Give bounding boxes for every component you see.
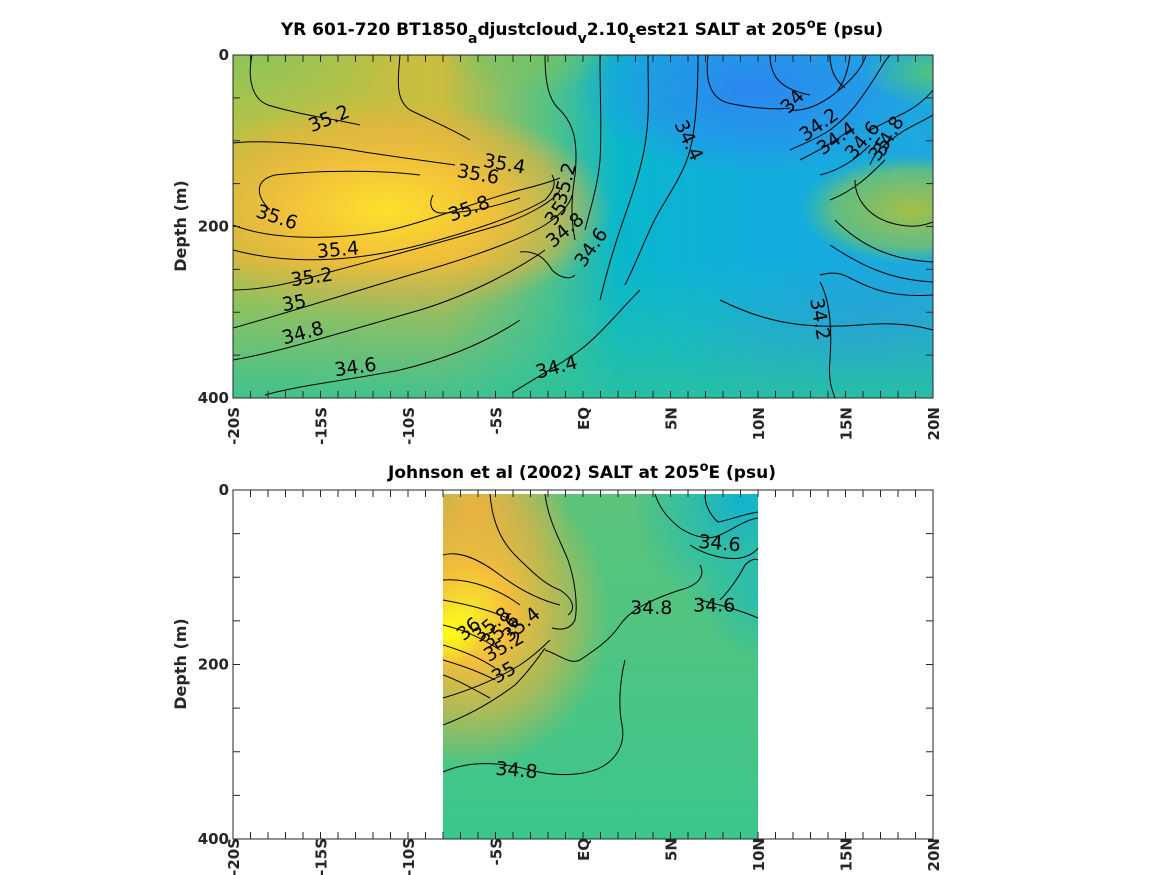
title-part: Johnson et al (2002) SALT at 205 [387,463,700,483]
bottom-title: Johnson et al (2002) SALT at 205oE (psu) [387,460,776,483]
x-tick-label: 5N [663,407,681,430]
contour-label: 34.6 [693,595,735,617]
y-tick-label: 200 [198,656,229,674]
y-tick-label: 0 [219,46,229,64]
title-part: djustcloud [477,20,577,40]
top-ticks: 0 200 400-20S -15S -10S -5S EQ 5N 10N 15N 20N [198,46,943,445]
x-tick-label: 15N [838,407,856,440]
top-ylabel: Depth (m) [171,180,190,272]
top-contour-lines [233,55,933,398]
contour-label: 34.8 [630,597,672,619]
bottom-ylabel: Depth (m) [171,618,190,710]
x-tick-label: 5N [663,838,681,861]
x-tick-label: 10N [750,407,768,440]
top-title: YR 601-720 BT1850adjustcloudv2.10test21 … [280,17,883,47]
title-part: v [578,31,587,47]
x-tick-label: -20S [225,407,243,445]
top-colormap [233,55,933,398]
y-tick-label: 400 [198,830,229,848]
contour-label: 34.6 [698,531,742,557]
x-tick-label: -20S [225,838,243,875]
x-tick-label: EQ [575,838,593,861]
y-tick-label: 200 [198,218,229,236]
title-part: YR 601-720 BT1850 [280,20,468,40]
title-part: o [807,17,816,32]
bottom-panel: Johnson et al (2002) SALT at 205oE (psu) [171,460,943,875]
y-tick-label: 400 [198,389,229,407]
title-part: E (psu) [816,20,883,40]
contour-label: 35.4 [316,237,360,263]
contour-label: 34.8 [495,758,539,784]
y-tick-label: 0 [219,481,229,499]
x-tick-label: -10S [400,838,418,875]
top-panel: YR 601-720 BT1850adjustcloudv2.10test21 … [171,17,943,445]
x-tick-label: EQ [575,407,593,430]
x-tick-label: -5S [488,838,506,865]
bottom-contour-lines [443,494,758,775]
x-tick-label: -5S [488,407,506,434]
x-tick-label: -15S [313,407,331,445]
title-part: o [700,460,709,475]
x-tick-label: 20N [925,407,943,440]
bottom-ticks: 0 200 400-20S -15S -10S -5S EQ 5N 10N 15N 20N [198,481,943,875]
x-tick-label: -15S [313,838,331,875]
x-tick-label: 20N [925,838,943,871]
x-tick-label: 15N [838,838,856,871]
contour-label: 35 [280,290,308,316]
bottom-colormap [443,494,758,839]
x-tick-label: -10S [400,407,418,445]
title-part: 2.10 [587,20,629,40]
title-part: a [468,31,477,47]
title-part: E (psu) [709,463,776,483]
title-part: t [629,31,636,47]
title-part: est21 SALT at 205 [635,20,806,40]
x-tick-label: 10N [750,838,768,871]
